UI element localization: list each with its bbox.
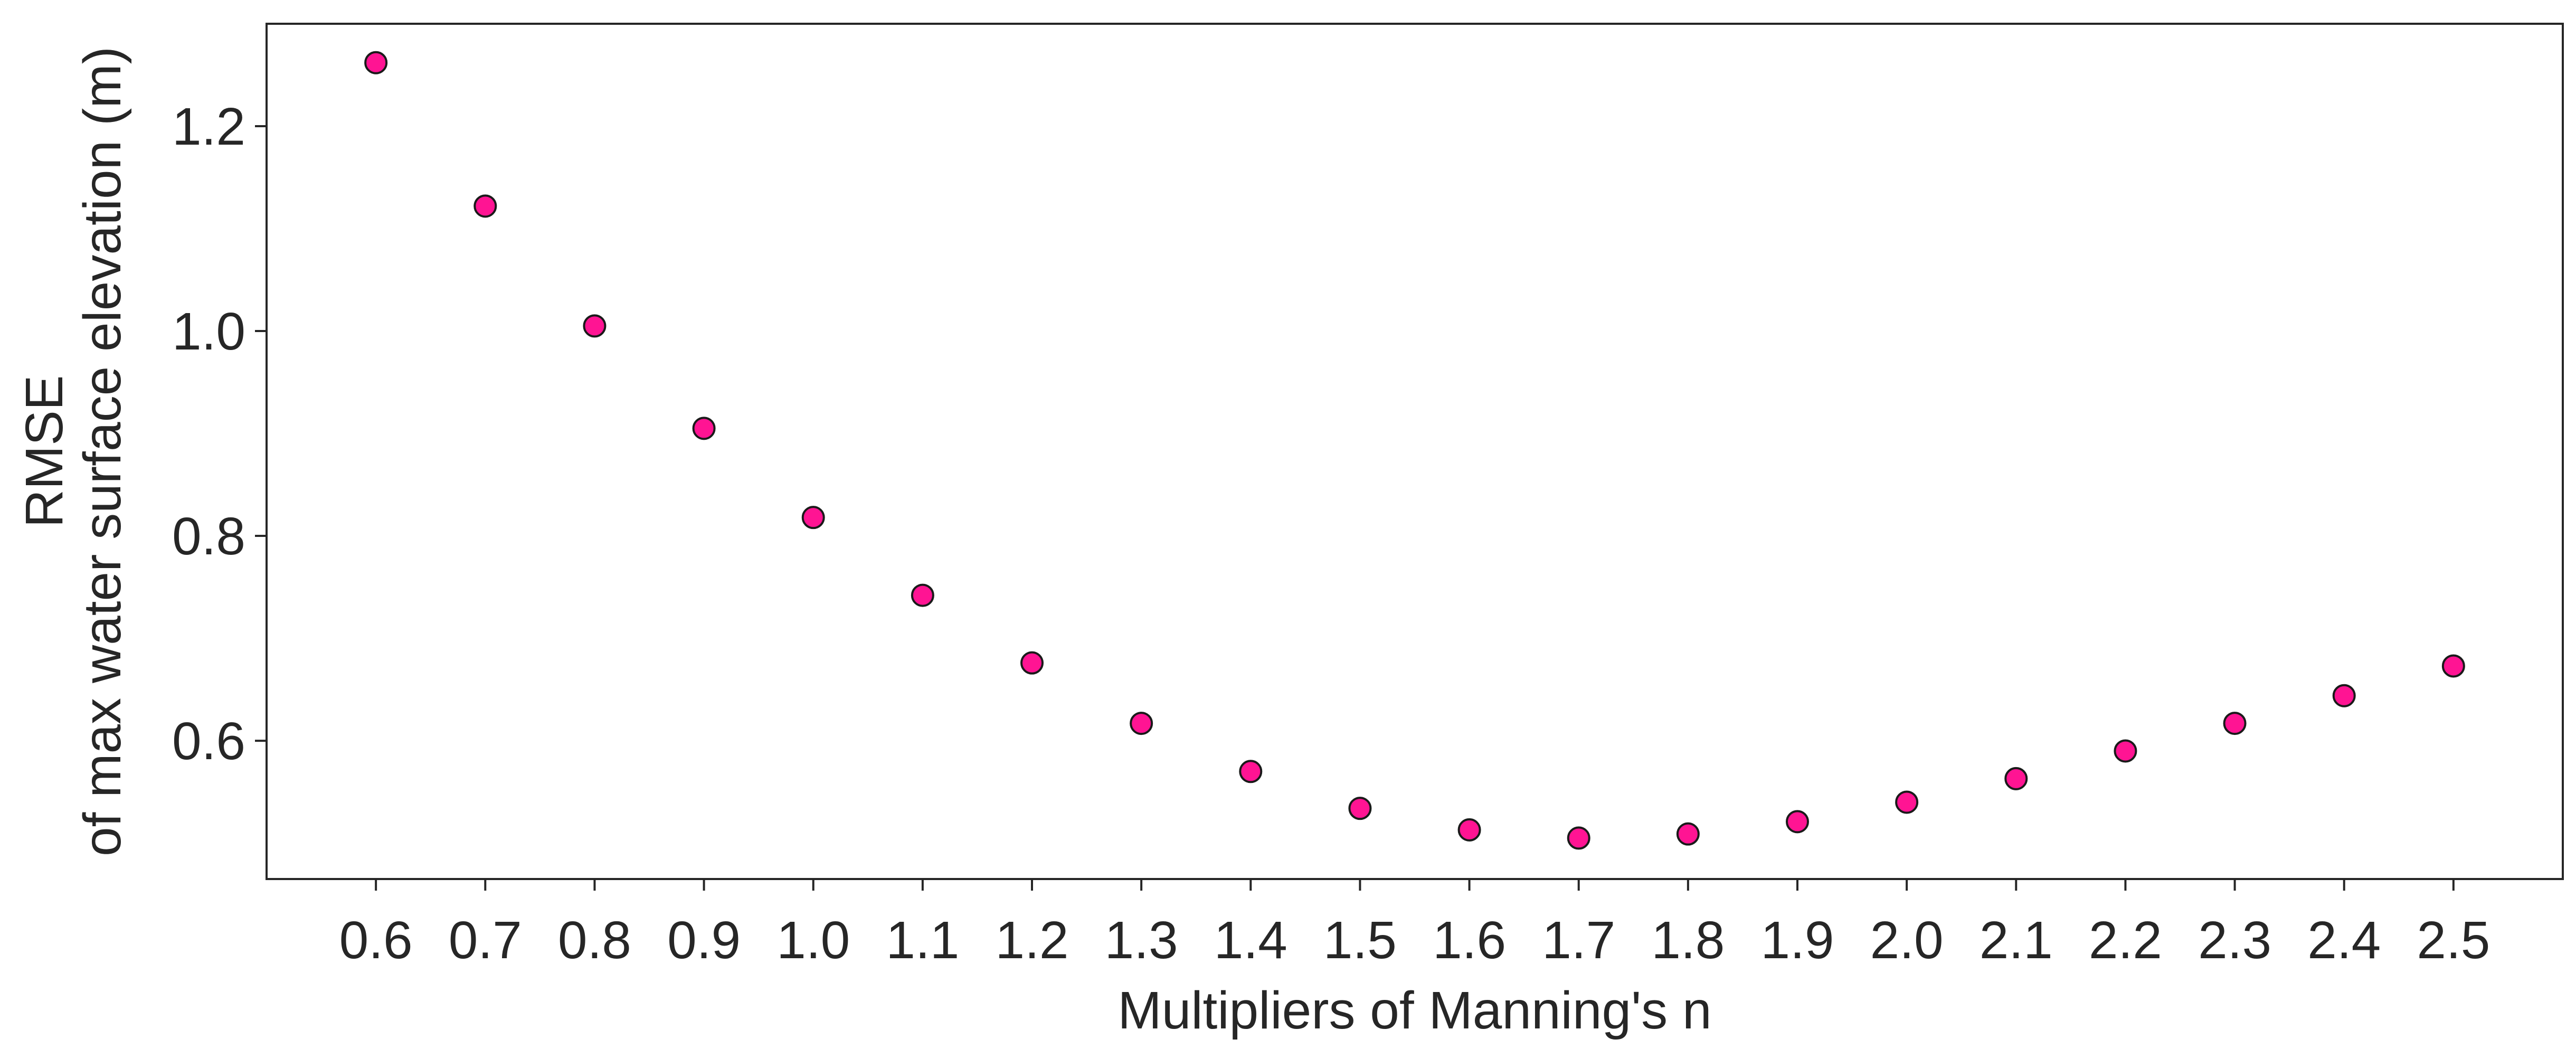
data-point xyxy=(1348,797,1372,820)
x-tick-label: 1.0 xyxy=(776,911,850,970)
x-axis-ticks: 0.6 0.7 0.8 0.9 1.0 1.1 1.2 1.3 1.4 1.5 1.6 1.7 1.8 1… xyxy=(339,879,2490,970)
x-tick-label: 1.2 xyxy=(995,911,1068,970)
y-tick-label: 0.6 xyxy=(172,712,245,771)
x-tick-label: 0.9 xyxy=(667,911,741,970)
y-axis-title-line2: of max water surface elevation (m) xyxy=(73,46,132,856)
x-tick-label: 1.8 xyxy=(1651,911,1725,970)
x-tick-label: 1.3 xyxy=(1105,911,1178,970)
y-axis-title-line1: RMSE xyxy=(15,375,74,528)
data-point xyxy=(1130,712,1153,735)
x-tick-label: 1.4 xyxy=(1214,911,1287,970)
y-tick-label: 1.0 xyxy=(172,302,245,361)
data-points xyxy=(364,51,2465,850)
data-point xyxy=(2114,739,2137,763)
data-point xyxy=(583,314,607,338)
x-tick-label: 0.6 xyxy=(339,911,413,970)
data-point xyxy=(2223,712,2247,735)
data-point xyxy=(801,506,825,530)
y-axis-ticks: 0.6 0.8 1.0 1.2 xyxy=(172,97,267,771)
x-tick-label: 1.5 xyxy=(1323,911,1397,970)
x-tick-label: 1.1 xyxy=(886,911,959,970)
y-tick-label: 0.8 xyxy=(172,507,245,566)
data-point xyxy=(911,583,934,607)
data-point xyxy=(2441,654,2465,678)
x-tick-label: 2.1 xyxy=(1980,911,2053,970)
data-point xyxy=(1895,790,1919,814)
x-tick-label: 2.4 xyxy=(2307,911,2381,970)
data-point xyxy=(364,51,388,74)
y-tick-label: 1.2 xyxy=(172,97,245,156)
data-point xyxy=(1676,822,1700,846)
data-point xyxy=(473,194,497,218)
data-point xyxy=(1239,760,1263,783)
data-point xyxy=(1786,810,1809,834)
x-tick-label: 2.0 xyxy=(1870,911,1944,970)
data-point xyxy=(692,417,716,440)
x-tick-label: 1.9 xyxy=(1760,911,1834,970)
x-tick-label: 2.5 xyxy=(2417,911,2490,970)
data-point xyxy=(1567,826,1590,850)
x-tick-label: 2.3 xyxy=(2198,911,2271,970)
data-point xyxy=(1457,818,1481,842)
x-tick-label: 1.6 xyxy=(1433,911,1506,970)
x-axis-title: Multipliers of Manning's n xyxy=(1117,981,1711,1040)
data-point xyxy=(2332,684,2356,707)
x-tick-label: 0.7 xyxy=(449,911,522,970)
data-point xyxy=(2004,767,2028,790)
data-point xyxy=(1020,651,1044,675)
plot-frame xyxy=(266,23,2564,880)
x-tick-label: 1.7 xyxy=(1542,911,1615,970)
x-tick-label: 2.2 xyxy=(2089,911,2162,970)
x-tick-label: 0.8 xyxy=(558,911,631,970)
